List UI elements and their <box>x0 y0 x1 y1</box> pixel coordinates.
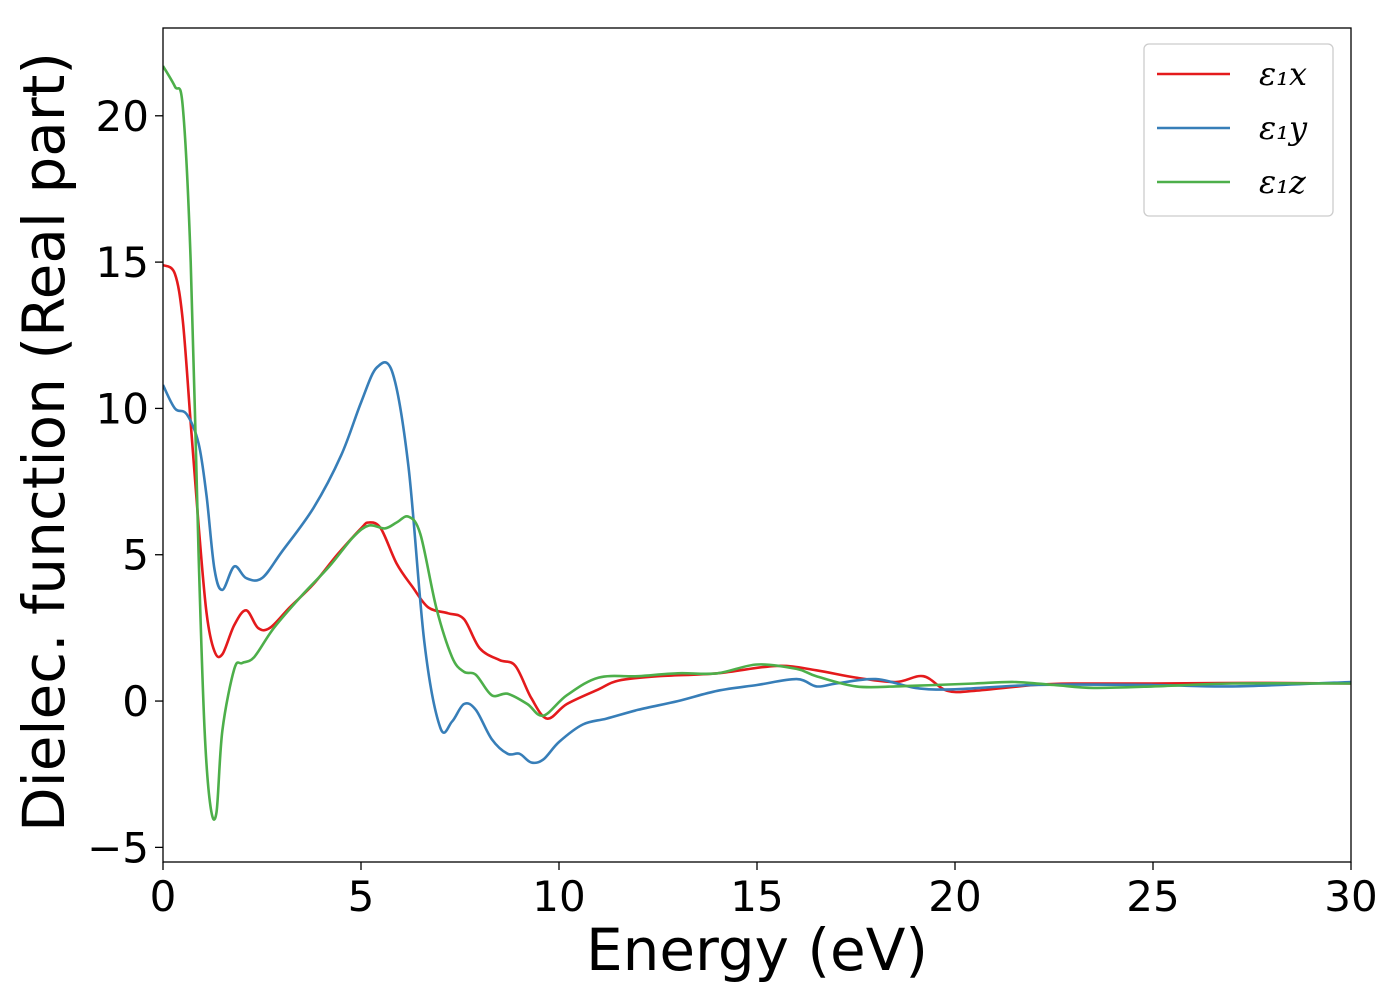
x-axis-title: Energy (eV) <box>586 916 928 984</box>
x-tick-label: 10 <box>532 872 585 921</box>
y-tick-label: 0 <box>122 677 149 726</box>
legend-box <box>1143 43 1334 217</box>
x-tick-label: 30 <box>1324 872 1377 921</box>
y-axis: −5 0 5 10 15 20 <box>87 92 163 872</box>
legend-label: ε₁z <box>1259 163 1307 201</box>
x-tick-label: 5 <box>348 872 375 921</box>
legend-label: ε₁y <box>1259 109 1308 147</box>
legend-item: ε₁y <box>1157 109 1308 147</box>
y-tick-label: 15 <box>96 238 149 287</box>
series-line-1 <box>163 263 1351 720</box>
x-tick-label: 15 <box>730 872 783 921</box>
legend-item: ε₁x <box>1157 55 1307 93</box>
y-tick-label: −5 <box>87 823 149 872</box>
y-tick-label: 10 <box>96 384 149 433</box>
legend-item: ε₁z <box>1157 163 1307 201</box>
series-line-3 <box>163 65 1351 821</box>
y-axis-title: Dielec. function (Real part) <box>10 52 78 832</box>
y-tick-label: 5 <box>122 531 149 580</box>
y-tick-label: 20 <box>96 92 149 141</box>
legend-label: ε₁x <box>1259 55 1307 93</box>
series-line-2 <box>163 361 1351 765</box>
series-layer <box>163 65 1351 821</box>
legend: ε₁x ε₁y ε₁z <box>1143 43 1334 217</box>
x-tick-label: 25 <box>1126 872 1179 921</box>
x-tick-label: 20 <box>928 872 981 921</box>
x-tick-label: 0 <box>150 872 177 921</box>
x-axis: 0 5 10 15 20 25 30 <box>150 862 1378 921</box>
